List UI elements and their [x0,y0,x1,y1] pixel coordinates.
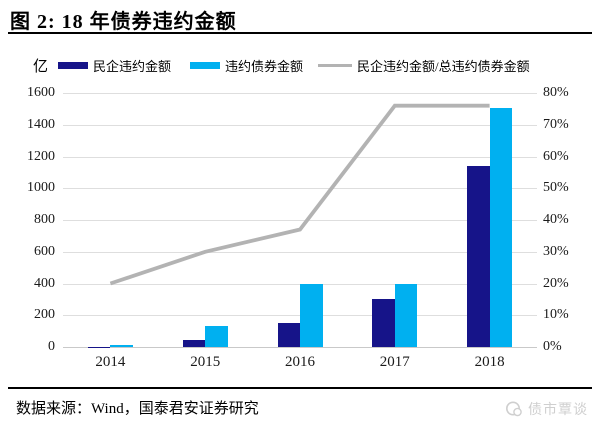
bar-private-default-2018 [467,166,490,347]
y-axis-label-left: 1600 [27,85,55,100]
y-axis-label-left: 800 [34,212,55,227]
y-axis-label-right: 60% [543,149,569,164]
bar-total-default-2016 [300,283,323,347]
title-divider [8,32,592,34]
y-axis-label-left: 400 [34,276,55,291]
figure-title: 图 2: 18 年债券违约金额 [10,11,237,33]
bar-total-default-2014 [110,344,133,347]
data-source-note: 数据来源：Wind，国泰君安证券研究 [16,401,259,417]
y-axis-label-right: 30% [543,244,569,259]
footer-divider [8,387,592,389]
bar-private-default-2016 [277,323,300,347]
y-axis-label-right: 0% [543,339,562,354]
y-axis-label-left: 0 [48,339,55,354]
gridline [63,157,537,158]
y-axis-label-right: 10% [543,307,569,322]
x-axis-label-2017: 2017 [379,354,410,370]
gridline [63,125,537,126]
y-axis-label-right: 40% [543,212,569,227]
ratio-line-series [109,103,490,286]
y-axis-label-right: 50% [543,180,569,195]
y-axis-label-left: 200 [34,307,55,322]
bar-private-default-2014 [87,346,111,347]
watermark-text: 债市覃谈 [528,403,588,418]
y-axis-label-right: 20% [543,276,569,291]
watermark-logo-icon [506,401,522,416]
legend-label: 民企违约金额/总违约债券金额 [357,58,530,74]
legend-swatch-total-default [190,61,220,69]
gridline [63,220,537,221]
watermark: 债市覃谈 [505,399,588,419]
y-axis-label-right: 80% [543,85,569,100]
left-axis-unit-label: 亿 [33,59,49,75]
bar-total-default-2015 [205,326,228,347]
legend-label: 违约债券金额 [225,58,304,74]
legend-item-total-default: 违约债券金额 [190,56,303,74]
gridline [63,252,537,253]
x-axis-label-2018: 2018 [474,354,505,370]
legend-swatch-private-default [58,61,88,69]
x-axis-label-2014: 2014 [95,354,126,370]
x-axis-line [63,347,537,348]
y-axis-label-left: 1400 [27,117,55,132]
bar-total-default-2017 [394,283,418,347]
gridline [63,188,537,189]
bar-private-default-2017 [372,299,395,347]
y-axis-label-left: 1200 [27,149,55,164]
bar-total-default-2018 [489,108,513,347]
legend-swatch-ratio-line [318,63,352,67]
x-axis-label-2016: 2016 [285,354,315,370]
y-axis-label-right: 70% [543,117,569,132]
legend-item-ratio: 民企违约金额/总违约债券金额 [318,56,530,74]
legend-item-private-default: 民企违约金额 [58,56,171,74]
y-axis-label-left: 600 [34,244,55,259]
gridline [63,93,537,94]
legend-label: 民企违约金额 [93,58,172,74]
y-axis-label-left: 1000 [27,180,55,195]
x-axis-label-2015: 2015 [190,354,221,370]
bar-private-default-2015 [182,339,206,347]
